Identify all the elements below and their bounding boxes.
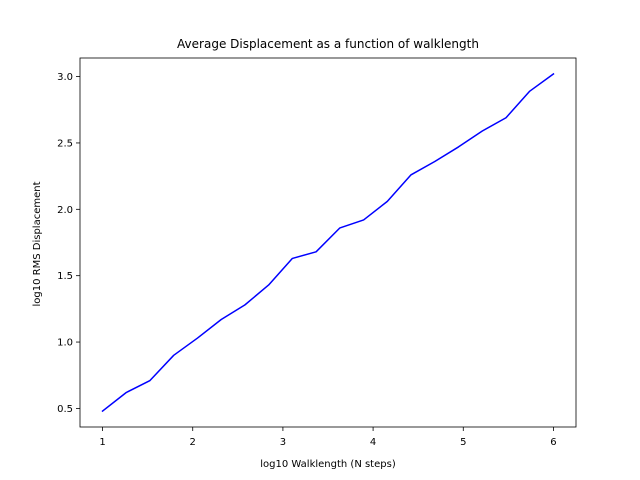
x-tick-label: 2 xyxy=(190,437,196,448)
plot-area xyxy=(79,57,577,428)
x-axis-label: log10 Walklength (N steps) xyxy=(260,459,396,470)
x-tick-label: 1 xyxy=(99,437,105,448)
plot-frame xyxy=(79,57,577,428)
x-tick-label: 3 xyxy=(280,437,286,448)
y-tick-label: 2.5 xyxy=(57,138,73,149)
y-tick-label: 2.0 xyxy=(57,205,73,216)
chart-title: Average Displacement as a function of wa… xyxy=(177,37,479,51)
y-tick-label: 1.5 xyxy=(57,271,73,282)
y-tick-label: 3.0 xyxy=(57,72,73,83)
x-axis: 1 2 3 4 5 6 xyxy=(99,427,557,448)
y-tick-label: 1.0 xyxy=(57,338,73,349)
y-tick-label: 0.5 xyxy=(57,404,73,415)
y-axis-label: log10 RMS Displacement xyxy=(32,181,43,306)
x-tick-label: 4 xyxy=(370,437,376,448)
y-axis: 0.5 1.0 1.5 2.0 2.5 3.0 xyxy=(57,72,80,415)
series-line-0 xyxy=(101,72,555,413)
x-tick-label: 6 xyxy=(550,437,556,448)
x-tick-label: 5 xyxy=(460,437,466,448)
